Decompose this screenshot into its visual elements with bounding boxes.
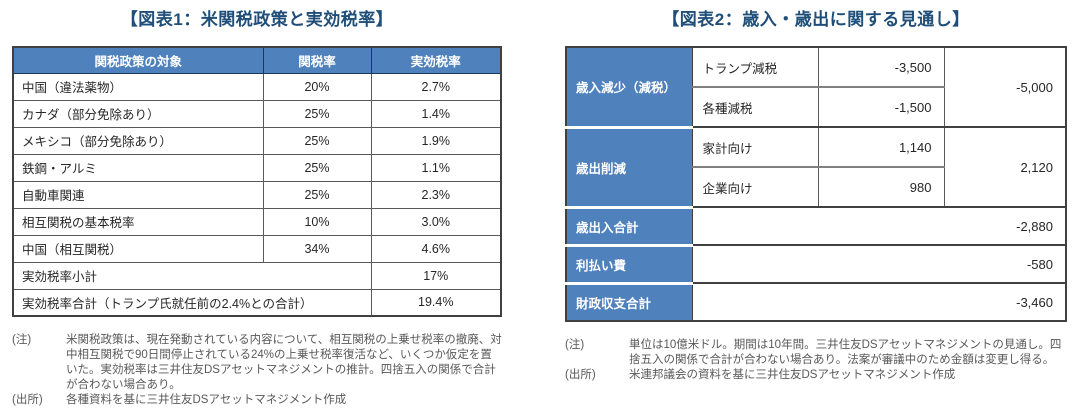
figure2-title: 【図表2：歳入・歳出に関する見通し】 xyxy=(662,10,970,29)
effective-rate-cell: 2.7% xyxy=(370,72,502,101)
column-header-policy-target: 関税政策の対象 xyxy=(12,46,264,74)
effective-rate-cell: 1.9% xyxy=(370,126,502,155)
table-row: 中国（相互関税） 34% 4.6% xyxy=(12,234,502,263)
table-row: 中国（違法薬物） 20% 2.7% xyxy=(12,72,502,101)
subtotal-row: 実効税率小計 17% xyxy=(12,261,502,290)
table-row: 企業向け 980 xyxy=(566,166,1066,208)
item-label: 各種減税 xyxy=(691,86,819,128)
tariff-rate-cell: 10% xyxy=(262,207,372,236)
item-label: 家計向け xyxy=(691,126,819,168)
item-value: -1,500 xyxy=(817,86,945,128)
table-row: メキシコ（部分免除あり） 25% 1.9% xyxy=(12,126,502,155)
tariff-rate-cell: 25% xyxy=(262,99,372,128)
tariff-rate-cell: 20% xyxy=(262,72,372,101)
note-label: (注) xyxy=(565,339,585,351)
category-net-total: 歳出入合計 xyxy=(565,205,693,246)
category-fiscal-balance-total: 財政収支合計 xyxy=(565,281,693,322)
item-label: 企業向け xyxy=(691,166,819,208)
tariff-rate-cell: 25% xyxy=(262,153,372,182)
total-row: 実効税率合計（トランプ氏就任前の2.4%との合計） 19.4% xyxy=(12,288,502,317)
row-label: 中国（相互関税） xyxy=(12,234,264,263)
category-revenue-decrease: 歳入減少（減税） xyxy=(565,46,693,128)
group-total: -5,000 xyxy=(943,46,1067,128)
note-row: (注) 単位は10億米ドル。期間は10年間。三井住友DSアセットマネジメントの見… xyxy=(565,338,1067,368)
total-label: 実効税率合計（トランプ氏就任前の2.4%との合計） xyxy=(12,288,372,317)
row-label: カナダ（部分免除あり） xyxy=(12,99,264,128)
tariff-rate-cell: 34% xyxy=(262,234,372,263)
table-row: 相互関税の基本税率 10% 3.0% xyxy=(12,207,502,236)
table-row: 歳入減少（減税） トランプ減税 -3,500 -5,000 xyxy=(565,46,1067,128)
table-row: 各種減税 -1,500 xyxy=(566,86,1066,128)
effective-rate-cell: 4.6% xyxy=(370,234,502,263)
table-row: 鉄鋼・アルミ 25% 1.1% xyxy=(12,153,502,182)
row-label: 鉄鋼・アルミ xyxy=(12,153,264,182)
column-header-effective-rate: 実効税率 xyxy=(370,46,502,74)
effective-rate-cell: 1.4% xyxy=(370,99,502,128)
figure2-notes: (注) 単位は10億米ドル。期間は10年間。三井住友DSアセットマネジメントの見… xyxy=(565,338,1067,383)
row-label: 相互関税の基本税率 xyxy=(12,207,264,236)
item-label: トランプ減税 xyxy=(691,46,819,88)
source-label: (出所) xyxy=(565,369,596,381)
summary-row: 歳出入合計 -2,880 xyxy=(565,205,1067,246)
note-text: 単位は10億米ドル。期間は10年間。三井住友DSアセットマネジメントの見通し。四… xyxy=(629,339,1062,366)
effective-rate-cell: 3.0% xyxy=(370,207,502,236)
row-label: メキシコ（部分免除あり） xyxy=(12,126,264,155)
category-spending-cut: 歳出削減 xyxy=(565,125,693,208)
summary-row: 財政収支合計 -3,460 xyxy=(565,281,1067,322)
table-row: 歳出削減 家計向け 1,140 2,120 xyxy=(565,125,1067,208)
source-text: 各種資料を基に三井住友DSアセットマネジメント作成 xyxy=(66,394,347,406)
table-row: カナダ（部分免除あり） 25% 1.4% xyxy=(12,99,502,128)
category-interest-payment: 利払い費 xyxy=(565,243,693,284)
group-total: 2,120 xyxy=(943,126,1067,208)
tariff-rate-cell: 25% xyxy=(262,126,372,155)
note-row: (注) 米関税政策は、現在発動されている内容について、相互関税の上乗せ税率の撤廃… xyxy=(12,333,502,393)
source-label: (出所) xyxy=(12,394,43,406)
total-value: 19.4% xyxy=(370,288,502,317)
tariff-rate-cell: 25% xyxy=(262,180,372,209)
row-label: 自動車関連 xyxy=(12,180,264,209)
budget-outlook-table: 歳入減少（減税） トランプ減税 -3,500 -5,000 各種減税 -1,50… xyxy=(565,46,1067,322)
effective-rate-cell: 1.1% xyxy=(370,153,502,182)
summary-value: -580 xyxy=(691,244,1067,284)
subtotal-label: 実効税率小計 xyxy=(12,261,372,290)
summary-value: -3,460 xyxy=(691,282,1067,322)
column-header-tariff-rate: 関税率 xyxy=(262,46,372,74)
source-text: 米連邦議会の資料を基に三井住友DSアセットマネジメント作成 xyxy=(629,369,956,381)
figure1-tariff-panel: 【図表1：米関税政策と実効税率】 関税政策の対象 関税率 実効税率 中国（違法薬… xyxy=(12,8,502,408)
item-value: -3,500 xyxy=(817,46,945,88)
item-value: 1,140 xyxy=(817,126,945,168)
figure1-title: 【図表1：米関税政策と実効税率】 xyxy=(120,10,394,29)
subtotal-value: 17% xyxy=(370,261,502,290)
summary-value: -2,880 xyxy=(691,206,1067,246)
effective-rate-cell: 2.3% xyxy=(370,180,502,209)
figure1-notes: (注) 米関税政策は、現在発動されている内容について、相互関税の上乗せ税率の撤廃… xyxy=(12,333,502,408)
summary-row: 利払い費 -580 xyxy=(565,243,1067,284)
source-row: (出所) 各種資料を基に三井住友DSアセットマネジメント作成 xyxy=(12,393,502,408)
tariff-table: 関税政策の対象 関税率 実効税率 中国（違法薬物） 20% 2.7% カナダ（部… xyxy=(12,46,502,317)
item-value: 980 xyxy=(817,166,945,208)
table-row: 自動車関連 25% 2.3% xyxy=(12,180,502,209)
note-label: (注) xyxy=(12,334,32,346)
row-label: 中国（違法薬物） xyxy=(12,72,264,101)
note-text: 米関税政策は、現在発動されている内容について、相互関税の上乗せ税率の撤廃、対中相… xyxy=(66,334,502,391)
tariff-table-header-row: 関税政策の対象 関税率 実効税率 xyxy=(12,46,502,74)
figure2-budget-panel: 【図表2：歳入・歳出に関する見通し】 歳入減少（減税） トランプ減税 -3,50… xyxy=(565,8,1067,383)
source-row: (出所) 米連邦議会の資料を基に三井住友DSアセットマネジメント作成 xyxy=(565,368,1067,383)
